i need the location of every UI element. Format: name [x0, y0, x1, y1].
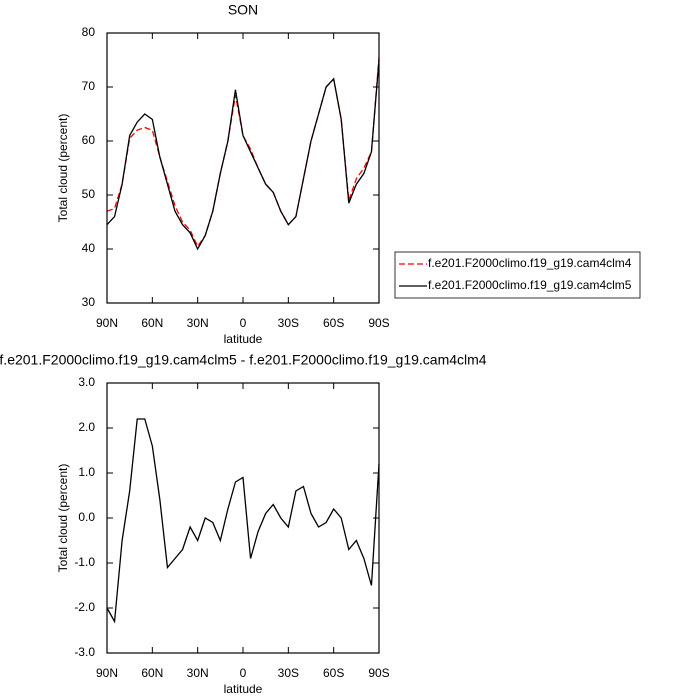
plot-frame [106, 382, 380, 654]
x-tick-label: 60S [323, 316, 344, 330]
x-tick-label: 30N [187, 666, 209, 680]
legend-label: f.e201.F2000climo.f19_g19.cam4clm5 [428, 278, 632, 292]
x-tick-label: 90N [96, 666, 118, 680]
y-tick-label: 80 [82, 25, 96, 39]
x-tick-label: 60N [141, 666, 163, 680]
chart-title: f.e201.F2000climo.f19_g19.cam4clm5 - f.e… [0, 352, 487, 368]
y-tick-label: 70 [82, 79, 96, 93]
x-tick-label: 30S [278, 316, 299, 330]
legend-label: f.e201.F2000climo.f19_g19.cam4clm4 [428, 256, 632, 270]
chart-title: SON [228, 2, 258, 18]
y-tick-label: 40 [82, 241, 96, 255]
x-tick-label: 90S [368, 316, 389, 330]
x-tick-label: 60N [141, 316, 163, 330]
x-axis-label: latitude [224, 332, 263, 346]
plot-frame [106, 32, 380, 304]
y-tick-label: 50 [82, 187, 96, 201]
y-tick-label: 2.0 [78, 420, 95, 434]
x-tick-label: 60S [323, 666, 344, 680]
x-tick-label: 30N [187, 316, 209, 330]
legend-box [394, 251, 641, 299]
y-tick-label: -1.0 [74, 555, 95, 569]
x-tick-label: 0 [240, 316, 247, 330]
x-tick-label: 90S [368, 666, 389, 680]
y-tick-label: 0.0 [78, 510, 95, 524]
data-line [106, 59, 380, 251]
x-tick-label: 0 [240, 666, 247, 680]
x-axis-label: latitude [224, 682, 263, 696]
y-tick-label: -2.0 [74, 600, 95, 614]
y-axis-label: Total cloud (percent) [56, 464, 70, 573]
y-tick-label: 1.0 [78, 465, 95, 479]
y-axis-label: Total cloud (percent) [56, 114, 70, 223]
x-tick-label: 90N [96, 316, 118, 330]
y-tick-label: 3.0 [78, 375, 95, 389]
y-tick-label: -3.0 [74, 645, 95, 659]
x-tick-label: 30S [278, 666, 299, 680]
data-line [106, 57, 380, 248]
y-tick-label: 60 [82, 133, 96, 147]
y-tick-label: 30 [82, 295, 96, 309]
data-line [106, 418, 380, 624]
